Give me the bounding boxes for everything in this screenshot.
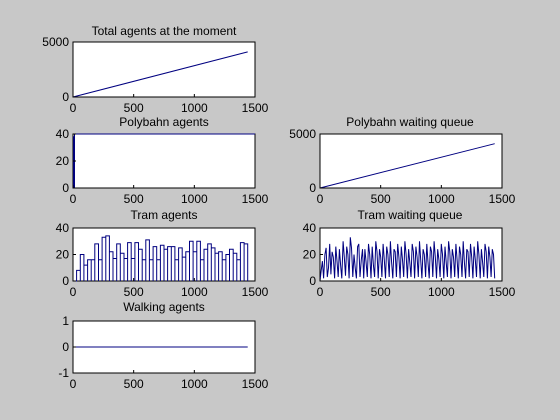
tick-labels: 0 500 1000 1500 0 20 40 bbox=[56, 127, 269, 206]
x-tick-label: 0 bbox=[70, 377, 77, 391]
y-tick-label: 5000 bbox=[42, 35, 69, 49]
panel-title: Tram agents bbox=[131, 208, 198, 222]
x-tick-label: 1500 bbox=[489, 192, 516, 206]
x-tick-label: 0 bbox=[70, 285, 77, 299]
x-tick-label: 1000 bbox=[181, 377, 208, 391]
y-tick-label: 0 bbox=[309, 274, 316, 288]
y-tick-label: 40 bbox=[56, 221, 70, 235]
x-tick-label: 500 bbox=[124, 285, 144, 299]
y-tick-label: 0 bbox=[62, 181, 69, 195]
tick-labels: 0 500 1000 1500 0 5000 bbox=[42, 35, 268, 115]
series-line bbox=[72, 51, 248, 98]
data-marks bbox=[73, 133, 255, 189]
x-tick-label: 0 bbox=[317, 285, 324, 299]
tick-labels: 0 500 1000 1500-101 bbox=[58, 314, 268, 391]
x-tick-label: 500 bbox=[371, 192, 391, 206]
series-line bbox=[319, 237, 496, 282]
data-marks bbox=[319, 237, 496, 282]
x-tick-label: 1000 bbox=[428, 285, 455, 299]
data-marks bbox=[319, 143, 495, 189]
panel-tram-agents: Tram agents 0 500 1000 1500 0 20 40 bbox=[56, 208, 269, 299]
tick-labels: 0 500 1000 1500 0 20 40 bbox=[56, 221, 269, 299]
panel-total-agents: Total agents at the moment 0 500 1000 15000… bbox=[42, 24, 268, 115]
y-tick-label: 40 bbox=[56, 127, 70, 141]
axes-box bbox=[72, 41, 256, 98]
data-marks bbox=[72, 51, 248, 98]
x-tick-label: 1500 bbox=[489, 285, 516, 299]
panel-title: Polybahn waiting queue bbox=[346, 115, 474, 129]
panel-polybahn-waiting-queue: Polybahn waiting queue 0 500 1000 1500 0 5000 bbox=[289, 115, 515, 206]
panel-walking-agents: Walking agents 0 500 1000 1500-101 bbox=[58, 300, 268, 391]
y-tick-label: 0 bbox=[309, 181, 316, 195]
panel-title: Walking agents bbox=[123, 300, 205, 314]
series-line bbox=[73, 235, 249, 282]
data-marks bbox=[73, 235, 249, 282]
x-tick-label: 0 bbox=[70, 192, 77, 206]
panel-title: Polybahn agents bbox=[119, 115, 208, 129]
x-tick-label: 500 bbox=[124, 101, 144, 115]
y-tick-label: 0 bbox=[62, 340, 69, 354]
y-tick-label: 0 bbox=[62, 90, 69, 104]
x-tick-label: 1000 bbox=[181, 101, 208, 115]
x-tick-label: 0 bbox=[70, 101, 77, 115]
x-tick-label: 500 bbox=[371, 285, 391, 299]
y-tick-label: 40 bbox=[303, 221, 317, 235]
panel-title: Tram waiting queue bbox=[358, 208, 463, 222]
series-line bbox=[73, 133, 255, 189]
y-tick-label: 0 bbox=[62, 274, 69, 288]
y-tick-label: 5000 bbox=[289, 127, 316, 141]
x-tick-label: 1500 bbox=[242, 101, 269, 115]
y-tick-label: 1 bbox=[62, 314, 69, 328]
axes-box bbox=[319, 133, 503, 189]
panel-title: Total agents at the moment bbox=[92, 24, 237, 38]
x-tick-label: 1000 bbox=[181, 285, 208, 299]
panel-tram-waiting-queue: Tram waiting queue 0 500 1000 1500 0 20 40 bbox=[303, 208, 516, 299]
tick-labels: 0 500 1000 1500 0 20 40 bbox=[303, 221, 516, 299]
panel-polybahn-agents: Polybahn agents 0 500 1000 1500 0 20 40 bbox=[56, 115, 269, 206]
x-tick-label: 500 bbox=[124, 192, 144, 206]
y-tick-label: -1 bbox=[58, 366, 69, 380]
x-tick-label: 1500 bbox=[242, 285, 269, 299]
tick-labels: 0 500 1000 1500 0 5000 bbox=[289, 127, 515, 206]
y-tick-label: 20 bbox=[56, 248, 70, 262]
x-tick-label: 1000 bbox=[428, 192, 455, 206]
x-tick-label: 500 bbox=[124, 377, 144, 391]
series-line bbox=[319, 143, 495, 189]
y-tick-label: 20 bbox=[56, 154, 70, 168]
axes-box bbox=[72, 133, 256, 189]
x-tick-label: 1500 bbox=[242, 377, 269, 391]
x-tick-label: 0 bbox=[317, 192, 324, 206]
y-tick-label: 20 bbox=[303, 248, 317, 262]
x-tick-label: 1500 bbox=[242, 192, 269, 206]
x-tick-label: 1000 bbox=[181, 192, 208, 206]
